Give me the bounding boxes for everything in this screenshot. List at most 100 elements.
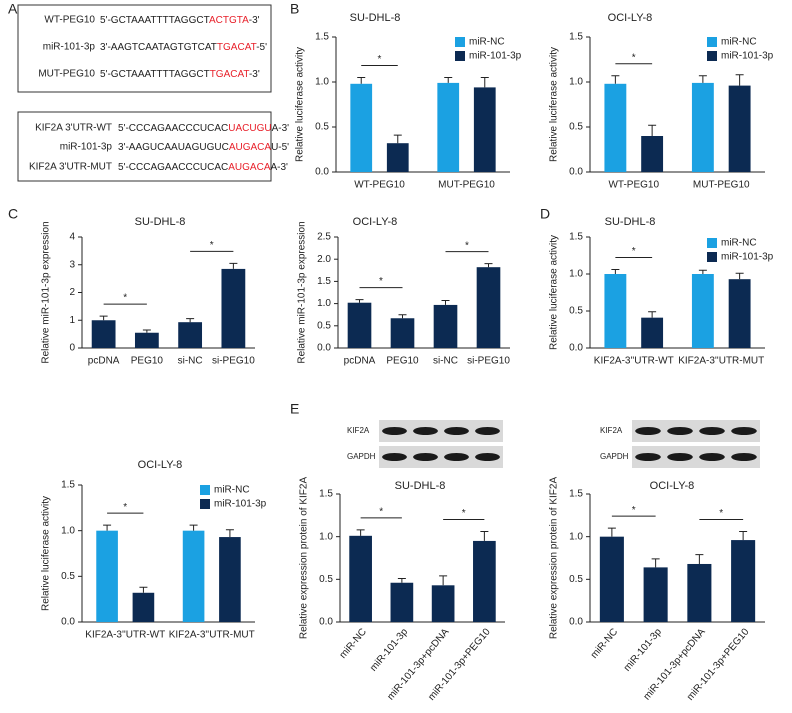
bar — [134, 332, 159, 348]
x-tick-label: si-NC — [433, 356, 458, 367]
blot-band — [444, 427, 469, 435]
bar — [219, 537, 241, 622]
x-tick-label: pcDNA — [344, 356, 376, 367]
y-axis-label: Relative luciferase activity — [41, 496, 52, 611]
y-tick-label: 0.5 — [317, 320, 331, 331]
bar — [96, 530, 118, 622]
y-axis-label: Relative miR-101-3p expression — [297, 221, 308, 363]
chart-title: SU-DHL-8 — [135, 216, 186, 228]
bar — [386, 143, 409, 172]
sequence-part: -5' — [256, 42, 267, 53]
bar — [350, 83, 373, 172]
y-axis-label: Relative luciferase activity — [295, 47, 306, 162]
significance-label: * — [719, 508, 723, 519]
blot-band — [699, 427, 725, 435]
legend-label: miR-101-3p — [214, 499, 267, 510]
blot-band — [731, 427, 757, 435]
blot-band — [413, 427, 438, 435]
y-tick-label: 1.0 — [569, 531, 583, 542]
error-bar — [186, 318, 195, 323]
significance-label: * — [379, 276, 383, 287]
y-axis-label: Relative expression protein of KIF2A — [299, 477, 310, 640]
legend-label: miR-101-3p — [469, 51, 522, 62]
bar — [599, 536, 624, 622]
error-bar — [189, 524, 198, 531]
sequence-part: UACUGU — [228, 123, 271, 134]
y-tick-label: 0.5 — [315, 122, 329, 133]
error-bar — [480, 531, 489, 541]
sequence-label: miR-101-3p — [60, 142, 113, 153]
bar — [437, 82, 460, 172]
blot-band — [475, 427, 500, 435]
panel-label: A — [8, 1, 18, 17]
chart-title: SU-DHL-8 — [395, 480, 446, 492]
sequence-part: -3' — [249, 15, 260, 26]
blot-band — [413, 453, 438, 461]
y-tick-label: 1.5 — [569, 32, 583, 43]
y-axis-label: Relative luciferase activity — [549, 235, 560, 350]
bar — [641, 136, 664, 172]
blot-label: GAPDH — [600, 452, 629, 461]
y-tick-label: 0.0 — [319, 617, 333, 628]
sequence-part: A-3' — [271, 162, 289, 173]
significance-label: * — [210, 240, 214, 251]
error-bar — [439, 575, 448, 586]
error-bar — [651, 558, 660, 568]
bar — [182, 530, 205, 622]
x-tick-label: PEG10 — [131, 356, 164, 367]
sequence-part: ACTGTA — [209, 15, 249, 26]
error-bar — [441, 299, 450, 305]
blot-band — [667, 453, 693, 461]
y-tick-label: 3 — [69, 259, 75, 270]
bar — [691, 82, 714, 172]
y-tick-label: 2 — [69, 287, 75, 298]
error-bar — [648, 124, 657, 136]
chart-title: OCI-LY-8 — [608, 12, 653, 24]
legend-label: miR-NC — [214, 485, 250, 496]
legend-swatch — [455, 37, 465, 47]
y-tick-label: 0.0 — [317, 343, 331, 354]
y-tick-label: 0.5 — [569, 306, 583, 317]
bar — [473, 87, 496, 172]
sequence-label: WT-PEG10 — [44, 15, 95, 26]
error-bar — [355, 299, 364, 303]
error-bar — [103, 524, 112, 531]
sequence-part: A-3' — [272, 123, 290, 134]
x-tick-label: miR-NC — [589, 627, 620, 661]
sequence-label: MUT-PEG10 — [38, 69, 95, 80]
legend-label: miR-NC — [721, 37, 757, 48]
sequence: 5'-CCCAGAACCCUCACAUGACAA-3' — [118, 162, 288, 173]
significance-label: * — [462, 508, 466, 519]
bar — [132, 592, 155, 622]
blot-band — [699, 453, 725, 461]
y-tick-label: 2.0 — [317, 254, 331, 265]
sequence-part: 5'-CCCAGAACCCUCAC — [118, 162, 228, 173]
bar — [691, 274, 714, 348]
sequence-part: AUGACA — [229, 142, 272, 153]
x-tick-label: miR-101-3p — [622, 626, 664, 673]
y-tick-label: 2.5 — [317, 232, 331, 243]
error-bar — [480, 77, 489, 88]
bar — [347, 302, 372, 348]
bar — [604, 274, 627, 348]
x-tick-label: si-PEG10 — [212, 356, 255, 367]
error-bar — [484, 263, 493, 268]
bar — [687, 563, 712, 622]
panel-label: D — [540, 206, 550, 222]
error-bar — [695, 554, 704, 564]
legend-swatch — [707, 252, 717, 262]
blot-band — [667, 427, 693, 435]
blot-strip — [379, 446, 503, 468]
y-tick-label: 4 — [69, 232, 75, 243]
y-tick-label: 0.0 — [569, 167, 583, 178]
x-tick-label: si-NC — [178, 356, 203, 367]
panel-label: B — [290, 1, 299, 17]
y-tick-label: 1.0 — [319, 531, 333, 542]
legend-label: miR-101-3p — [721, 252, 774, 263]
bar — [476, 267, 501, 348]
x-tick-label: KIF2A-3''UTR-WT — [85, 630, 165, 641]
sequence: 5'-GCTAAATTTTAGGCTACTGTA-3' — [100, 15, 260, 26]
y-tick-label: 0.5 — [569, 574, 583, 585]
x-tick-label: WT-PEG10 — [354, 180, 405, 191]
y-tick-label: 1.5 — [317, 276, 331, 287]
